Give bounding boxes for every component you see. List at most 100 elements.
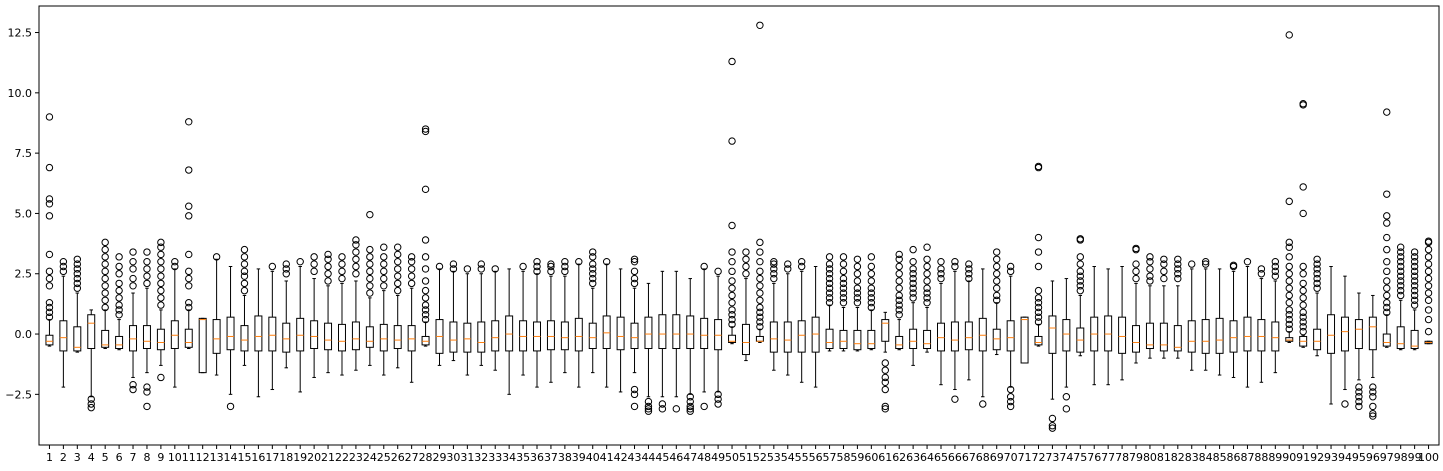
flier-point bbox=[157, 257, 165, 266]
flier-point bbox=[129, 282, 137, 290]
flier-point bbox=[185, 250, 193, 259]
flier-point bbox=[282, 265, 290, 273]
box-iqr bbox=[324, 322, 333, 351]
flier-point bbox=[1160, 267, 1168, 276]
y-tick-label: 12.5 bbox=[8, 27, 33, 40]
flier-point bbox=[1132, 267, 1140, 276]
flier-point bbox=[212, 253, 221, 261]
flier-point bbox=[909, 257, 917, 266]
flier-point bbox=[867, 303, 876, 312]
flier-point bbox=[895, 306, 903, 314]
flier-point bbox=[589, 248, 597, 256]
box-group-33 bbox=[491, 265, 500, 371]
flier-point bbox=[380, 253, 388, 261]
flier-point bbox=[784, 260, 792, 268]
flier-point bbox=[435, 262, 444, 271]
flier-point bbox=[547, 260, 555, 268]
flier-point bbox=[1299, 313, 1307, 321]
flier-point bbox=[630, 385, 639, 394]
flier-point bbox=[324, 262, 332, 271]
flier-point bbox=[87, 395, 95, 403]
flier-point bbox=[658, 400, 667, 408]
flier-point bbox=[394, 272, 402, 280]
flier-point bbox=[1313, 265, 1321, 273]
x-tick-label: 22 bbox=[335, 451, 349, 464]
flier-point bbox=[1299, 294, 1307, 302]
flier-point bbox=[185, 202, 193, 210]
flier-point bbox=[700, 402, 708, 411]
flier-point bbox=[101, 296, 109, 304]
flier-point bbox=[380, 274, 388, 283]
flier-point bbox=[630, 390, 639, 399]
axes-frame bbox=[38, 5, 1440, 446]
x-tick-label: 27 bbox=[405, 451, 419, 464]
flier-point bbox=[923, 294, 931, 302]
flier-point bbox=[756, 289, 764, 297]
flier-point bbox=[895, 250, 903, 259]
flier-point bbox=[338, 274, 346, 283]
flier-point bbox=[1174, 265, 1182, 273]
box-group-72 bbox=[1034, 162, 1043, 347]
y-tick-label: 0.0 bbox=[15, 328, 33, 341]
box-group-97 bbox=[1382, 108, 1391, 348]
x-tick-label: 43 bbox=[628, 451, 642, 464]
x-tick-label: 24 bbox=[363, 451, 377, 464]
box-iqr bbox=[560, 321, 569, 351]
box-group-48 bbox=[700, 262, 709, 411]
flier-point bbox=[714, 267, 722, 276]
box-iqr bbox=[1048, 315, 1057, 354]
x-tick-label: 36 bbox=[530, 451, 544, 464]
flier-point bbox=[352, 270, 360, 278]
flier-point bbox=[59, 262, 68, 271]
flier-point bbox=[1424, 282, 1433, 290]
flier-point bbox=[1034, 233, 1043, 242]
flier-point bbox=[909, 284, 917, 292]
flier-point bbox=[1410, 257, 1419, 266]
x-tick-label: 37 bbox=[544, 451, 558, 464]
flier-point bbox=[1271, 272, 1280, 280]
box-group-61 bbox=[881, 311, 890, 413]
flier-point bbox=[1174, 255, 1182, 263]
flier-point bbox=[825, 270, 834, 278]
flier-point bbox=[909, 289, 917, 297]
box-group-94 bbox=[1340, 275, 1349, 408]
flier-point bbox=[449, 265, 458, 273]
box-group-71 bbox=[1020, 316, 1029, 364]
box-iqr bbox=[895, 335, 904, 350]
box-iqr bbox=[365, 326, 374, 348]
box-iqr bbox=[978, 317, 987, 352]
x-tick-label: 57 bbox=[823, 451, 837, 464]
box-iqr bbox=[129, 325, 138, 352]
flier-point bbox=[1383, 277, 1391, 285]
x-tick-label: 69 bbox=[990, 451, 1004, 464]
flier-point bbox=[1034, 298, 1043, 307]
flier-point bbox=[1299, 279, 1307, 288]
flier-point bbox=[853, 284, 862, 292]
box-iqr bbox=[115, 335, 124, 350]
box-group-43 bbox=[630, 255, 639, 411]
x-tick-label: 16 bbox=[251, 451, 265, 464]
flier-point bbox=[909, 274, 917, 283]
box-iqr bbox=[839, 329, 848, 350]
flier-point bbox=[839, 260, 848, 268]
flier-point bbox=[366, 253, 374, 261]
flier-point bbox=[1062, 393, 1071, 401]
flier-point bbox=[421, 315, 430, 324]
x-tick-label: 70 bbox=[1004, 451, 1018, 464]
flier-point bbox=[157, 294, 165, 302]
flier-point bbox=[1188, 260, 1196, 268]
flier-point bbox=[923, 255, 931, 263]
flier-point bbox=[1285, 238, 1293, 247]
flier-point bbox=[756, 257, 764, 266]
box-iqr bbox=[602, 315, 611, 350]
flier-point bbox=[477, 260, 485, 268]
flier-point bbox=[630, 257, 639, 266]
flier-point bbox=[1410, 272, 1419, 280]
x-tick-label: 91 bbox=[1296, 451, 1310, 464]
box-iqr bbox=[672, 314, 681, 350]
box-iqr bbox=[477, 321, 486, 353]
x-tick-label: 2 bbox=[60, 451, 67, 464]
box-iqr bbox=[1327, 314, 1336, 354]
flier-point bbox=[115, 253, 123, 261]
